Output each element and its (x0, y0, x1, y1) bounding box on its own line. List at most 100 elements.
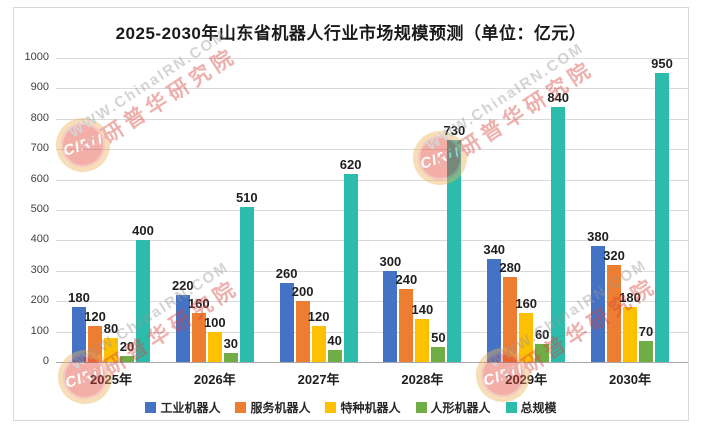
bar-特种机器人-2028年 (415, 319, 430, 362)
bar-slot: 620 (340, 157, 361, 362)
bar-value-label: 220 (171, 278, 194, 294)
x-axis-label-2028年: 2028年 (401, 372, 444, 387)
bar-工业机器人-2029年 (487, 258, 502, 362)
bar-value-label: 40 (327, 332, 342, 348)
bar-slot: 300 (380, 254, 401, 362)
bar-slot: 840 (547, 90, 569, 362)
y-axis-tick-label: 400 (30, 233, 49, 246)
y-axis-tick-label: 500 (30, 203, 49, 215)
legend-label: 服务机器人 (250, 401, 311, 415)
gridline (56, 118, 688, 120)
legend-item-特种机器人: 特种机器人 (325, 399, 401, 416)
gridline (56, 331, 688, 333)
legend-label: 人形机器人 (430, 401, 491, 415)
bar-slot: 100 (204, 315, 226, 362)
bar-总规模-2030年 (655, 73, 669, 362)
bar-value-label: 240 (395, 272, 418, 288)
bar-value-label: 70 (638, 323, 654, 339)
bar-value-label: 200 (291, 284, 314, 300)
y-axis-tick-label: 700 (30, 142, 49, 155)
gridline (56, 149, 688, 151)
y-axis-tick-label: 300 (30, 263, 49, 276)
bar-总规模-2027年 (343, 173, 358, 362)
bar-slot: 50 (431, 330, 446, 362)
legend-item-总规模: 总规模 (505, 399, 557, 416)
y-axis-tick-label: 100 (30, 324, 49, 337)
gridline (56, 210, 688, 211)
bar-工业机器人-2028年 (383, 270, 398, 362)
bar-value-label: 340 (483, 241, 506, 257)
bar-value-label: 100 (203, 314, 226, 330)
legend-swatch (325, 402, 337, 413)
legend-swatch (145, 402, 157, 413)
bar-总规模-2029年 (551, 106, 566, 362)
gridline (56, 301, 688, 303)
bar-工业机器人-2030年 (591, 246, 605, 362)
bar-总规模-2025年 (136, 240, 150, 362)
bar-group-2026年: 220 160 100 30 510 (172, 190, 258, 362)
y-axis-tick-label: 800 (30, 111, 49, 124)
y-axis-tick-label: 200 (30, 294, 49, 307)
bar-value-label: 20 (119, 338, 135, 354)
bar-slot: 70 (639, 324, 653, 362)
x-axis-label-2026年: 2026年 (193, 372, 236, 387)
bar-slot: 510 (236, 190, 258, 362)
bar-value-label: 840 (547, 89, 570, 105)
bar-服务机器人-2025年 (88, 325, 102, 362)
bar-人形机器人-2028年 (431, 346, 446, 362)
bar-特种机器人-2030年 (623, 307, 637, 362)
gridline (56, 179, 688, 181)
bar-value-label: 120 (84, 308, 106, 324)
bar-value-label: 400 (132, 223, 154, 239)
bar-slot: 400 (132, 223, 154, 362)
x-axis: 2025年 2026年 2027年 2028年 2029年 2030年 (56, 369, 688, 387)
bar-slot: 240 (396, 272, 417, 362)
x-axis-label-2025年: 2025年 (90, 372, 132, 387)
y-axis-tick-label: 900 (30, 81, 49, 94)
bar-工业机器人-2026年 (175, 295, 190, 362)
bar-总规模-2028年 (447, 140, 462, 362)
bar-value-label: 50 (431, 329, 446, 345)
bar-slot: 220 (172, 278, 194, 362)
y-axis: 0 100 200 300 400 500 600 700 800 900 1000 (14, 51, 49, 367)
bar-slot: 140 (412, 302, 433, 362)
x-axis-label-2029年: 2029年 (505, 372, 548, 387)
bar-value-label: 180 (68, 290, 90, 306)
chart-frame: 2025-2030年山东省机器人行业市场规模预测（单位：亿元） 0 100 200 3… (13, 7, 689, 421)
legend-swatch (415, 402, 427, 413)
legend-label: 总规模 (520, 401, 557, 415)
bar-value-label: 280 (499, 259, 522, 275)
y-axis-tick-label: 1000 (24, 51, 49, 63)
bar-服务机器人-2028年 (399, 289, 414, 362)
legend-swatch (505, 402, 517, 413)
bar-slot: 20 (120, 339, 134, 362)
bar-特种机器人-2025年 (104, 337, 118, 362)
legend-item-工业机器人: 工业机器人 (145, 399, 220, 416)
bar-group-2029年: 340 280 160 60 840 (483, 90, 569, 362)
bar-slot: 30 (224, 336, 238, 362)
bar-slot: 180 (68, 290, 90, 362)
gridline (56, 58, 688, 59)
y-axis-tick-label: 0 (42, 355, 49, 367)
bar-总规模-2026年 (239, 206, 254, 362)
gridline (56, 270, 688, 272)
bar-value-label: 60 (534, 326, 550, 342)
gridline (56, 240, 688, 242)
bar-slot: 320 (603, 248, 625, 362)
bar-value-label: 80 (103, 320, 119, 336)
gridline (56, 362, 688, 363)
legend-label: 工业机器人 (160, 401, 221, 415)
bar-value-label: 620 (339, 156, 362, 172)
bar-slot: 120 (308, 309, 329, 362)
legend-swatch (235, 402, 247, 413)
bar-slot: 120 (84, 309, 106, 362)
bar-value-label: 160 (187, 296, 210, 312)
bar-value-label: 160 (515, 296, 538, 312)
bar-人形机器人-2027年 (327, 349, 342, 362)
legend-label: 特种机器人 (340, 401, 401, 415)
bar-服务机器人-2026年 (191, 313, 206, 362)
bar-group-2028年: 300 240 140 50 730 (380, 123, 465, 362)
legend-item-人形机器人: 人形机器人 (415, 399, 491, 416)
bar-slot: 280 (499, 260, 521, 362)
